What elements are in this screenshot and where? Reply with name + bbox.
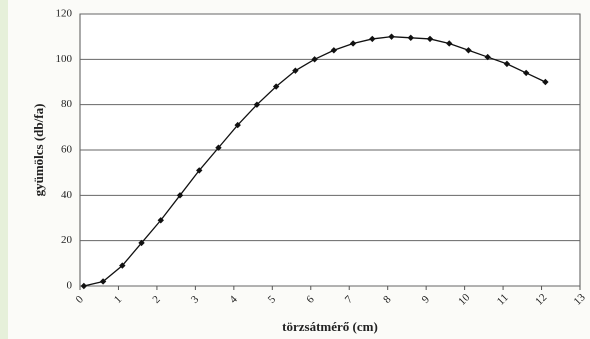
y-tick-label: 100	[56, 53, 73, 65]
marker	[176, 192, 184, 199]
x-axis-title: törzsátmérő (cm)	[282, 319, 378, 334]
marker	[215, 144, 222, 151]
marker	[369, 35, 376, 43]
marker	[349, 40, 357, 47]
y-tick-label: 60	[61, 144, 73, 156]
marker	[196, 167, 203, 174]
marker	[138, 239, 145, 247]
marker	[503, 60, 511, 68]
marker	[426, 35, 434, 43]
marker	[388, 33, 395, 40]
marker	[465, 47, 472, 54]
marker	[484, 53, 491, 61]
y-axis-title: gyümölcs (db/fa)	[31, 104, 46, 197]
marker	[542, 78, 549, 86]
y-tick-label: 120	[56, 8, 73, 20]
marker	[407, 34, 414, 41]
y-tick-label: 0	[67, 280, 73, 292]
marker	[119, 262, 126, 269]
marker	[446, 40, 453, 47]
marker	[292, 67, 299, 74]
marker	[311, 56, 318, 63]
marker	[522, 69, 530, 77]
marker	[234, 121, 241, 129]
marker	[99, 278, 107, 285]
marker	[157, 217, 164, 224]
marker	[330, 47, 338, 54]
y-tick-label: 80	[61, 98, 73, 110]
marker	[80, 282, 88, 290]
marker	[272, 83, 280, 90]
y-tick-label: 20	[61, 234, 73, 246]
marker	[253, 101, 261, 108]
y-tick-label: 40	[61, 189, 73, 201]
